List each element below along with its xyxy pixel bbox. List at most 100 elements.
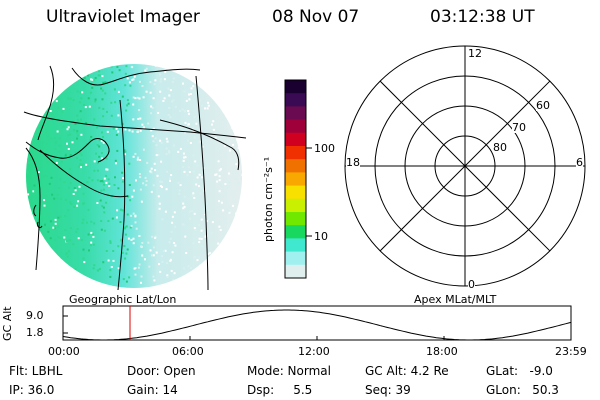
image-pixel — [38, 176, 41, 179]
image-pixel — [91, 233, 94, 236]
image-pixel — [166, 170, 169, 173]
image-pixel — [90, 231, 93, 234]
image-pixel — [163, 97, 166, 100]
image-pixel — [69, 182, 72, 185]
image-pixel — [80, 239, 83, 241]
image-pixel — [169, 179, 171, 182]
image-pixel — [104, 92, 107, 95]
image-pixel — [178, 123, 181, 126]
image-pixel — [128, 162, 131, 165]
image-pixel — [174, 105, 177, 108]
image-pixel — [184, 156, 187, 159]
image-pixel — [187, 166, 190, 169]
image-pixel — [188, 93, 190, 96]
image-pixel — [28, 161, 31, 164]
image-pixel — [80, 118, 82, 121]
image-pixel — [188, 98, 191, 101]
image-pixel — [182, 223, 185, 226]
image-pixel — [214, 173, 217, 176]
gc-alt-readout: GC Alt: 4.2 Re — [365, 364, 449, 378]
image-pixel — [56, 130, 59, 133]
image-pixel — [158, 207, 161, 210]
image-pixel — [218, 146, 221, 149]
image-pixel — [105, 168, 108, 171]
image-pixel — [199, 192, 202, 195]
image-pixel — [201, 104, 204, 107]
image-pixel — [76, 137, 78, 140]
image-pixel — [101, 179, 104, 182]
image-pixel — [117, 90, 120, 93]
image-pixel — [44, 223, 46, 226]
image-pixel — [129, 199, 132, 202]
image-pixel — [132, 189, 135, 192]
image-pixel — [190, 87, 193, 90]
image-pixel — [128, 276, 131, 279]
image-pixel — [152, 275, 155, 278]
image-pixel — [131, 78, 134, 81]
image-pixel — [151, 135, 154, 138]
image-pixel — [189, 210, 192, 213]
image-pixel — [161, 218, 164, 221]
image-pixel — [58, 137, 61, 140]
lat-label-60: 60 — [536, 99, 550, 112]
image-pixel — [102, 180, 105, 183]
image-pixel — [96, 144, 99, 147]
image-pixel — [206, 107, 209, 110]
image-pixel — [220, 201, 223, 204]
image-pixel — [107, 193, 110, 196]
image-pixel — [130, 238, 133, 241]
image-pixel — [93, 160, 96, 163]
image-pixel — [135, 179, 137, 182]
image-pixel — [58, 150, 61, 153]
image-pixel — [187, 112, 190, 115]
image-pixel — [107, 178, 110, 181]
colorbar-band — [285, 146, 306, 160]
image-pixel — [228, 181, 231, 184]
image-pixel — [125, 252, 128, 255]
image-pixel — [57, 216, 60, 219]
image-pixel — [206, 220, 209, 223]
image-pixel — [197, 223, 200, 226]
image-pixel — [112, 250, 115, 252]
image-pixel — [54, 238, 57, 241]
image-pixel — [153, 83, 156, 86]
image-pixel — [159, 139, 162, 142]
image-pixel — [139, 188, 142, 191]
image-pixel — [123, 245, 126, 247]
image-pixel — [160, 118, 163, 121]
glat-readout: GLat: -9.0 — [486, 364, 553, 378]
image-pixel — [144, 258, 146, 261]
image-pixel — [209, 120, 212, 123]
image-pixel — [124, 84, 127, 87]
image-pixel — [45, 174, 48, 177]
image-pixel — [100, 152, 103, 155]
image-pixel — [184, 131, 187, 134]
image-pixel — [53, 227, 56, 230]
image-pixel — [88, 105, 91, 108]
image-pixel — [215, 147, 218, 150]
image-pixel — [110, 114, 113, 117]
image-pixel — [73, 187, 76, 190]
image-pixel — [33, 188, 36, 191]
image-pixel — [241, 171, 242, 173]
image-pixel — [38, 165, 41, 168]
image-pixel — [76, 134, 79, 137]
gain-readout: Gain: 14 — [127, 383, 178, 397]
image-pixel — [98, 139, 101, 142]
image-pixel — [90, 78, 92, 81]
image-pixel — [222, 209, 225, 212]
image-pixel — [127, 195, 130, 198]
image-pixel — [93, 264, 96, 267]
image-pixel — [192, 85, 195, 88]
image-pixel — [154, 236, 157, 239]
image-pixel — [126, 99, 129, 102]
image-pixel — [193, 196, 196, 199]
image-pixel — [218, 225, 221, 228]
image-pixel — [102, 261, 105, 264]
image-pixel — [212, 120, 215, 123]
image-pixel — [109, 240, 112, 243]
image-pixel — [96, 202, 99, 204]
image-pixel — [151, 235, 154, 238]
image-pixel — [198, 256, 200, 259]
